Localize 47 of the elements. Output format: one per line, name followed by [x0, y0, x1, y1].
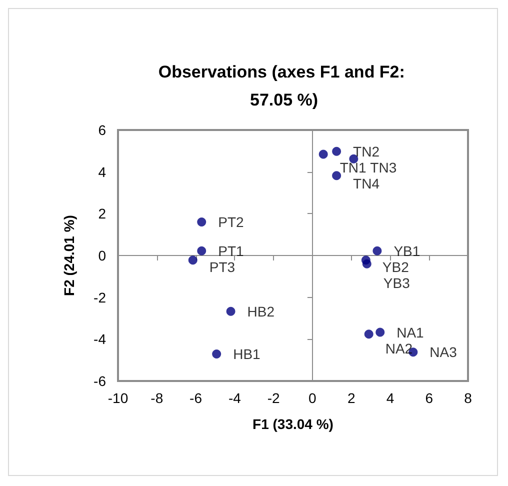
y-axis-title: F2 (24.01 %) [61, 215, 77, 296]
data-label: YB3 [383, 274, 410, 291]
x-tick-label: -4 [228, 390, 242, 406]
point [332, 171, 342, 180]
data-label: NA2 [385, 340, 413, 356]
point [362, 259, 372, 268]
data-label: TN2 [353, 143, 380, 160]
y-tick-label: 4 [98, 164, 106, 180]
y-tick-label: -6 [94, 373, 106, 389]
data-label: NA3 [430, 344, 458, 360]
point [364, 330, 374, 339]
x-tick-label: -8 [150, 390, 164, 406]
x-tick-label: 0 [308, 390, 317, 406]
point [226, 306, 236, 316]
x-axis-title: F1 (33.04 %) [252, 416, 334, 432]
point [197, 246, 206, 256]
data-label: PT3 [209, 258, 236, 275]
point [372, 246, 382, 256]
data-label: HB2 [247, 303, 275, 320]
chart-title: Observations (axes F1 and F2: 57.05 %) [158, 62, 410, 110]
x-tick-label: 8 [464, 390, 472, 406]
data-label: YB2 [382, 258, 410, 275]
data-label: NA1 [396, 324, 424, 340]
data-label: HB1 [233, 346, 261, 362]
data-label: PT2 [218, 214, 244, 230]
data-label: TN3 [370, 159, 397, 176]
x-tick-label: -10 [108, 390, 128, 406]
point [332, 146, 342, 156]
x-tick-label: 2 [347, 390, 356, 406]
data-label: YB1 [394, 242, 420, 259]
data-label: TN4 [353, 175, 380, 192]
x-tick-label: -6 [190, 390, 202, 406]
y-tick-label: -2 [94, 289, 106, 306]
point [197, 218, 206, 227]
point [188, 256, 198, 265]
y-tick-label: 0 [98, 248, 106, 264]
point [212, 350, 222, 359]
data-label: TN1 [340, 159, 366, 176]
y-tick-label: 6 [98, 122, 106, 138]
point [318, 150, 328, 159]
x-tick-label: -2 [267, 390, 280, 406]
data-label: PT1 [218, 242, 244, 259]
point [376, 328, 385, 337]
y-tick-label: -4 [94, 331, 106, 348]
x-tick-label: 4 [386, 390, 394, 406]
y-tick-label: 2 [98, 206, 106, 222]
x-tick-label: 6 [425, 390, 434, 406]
